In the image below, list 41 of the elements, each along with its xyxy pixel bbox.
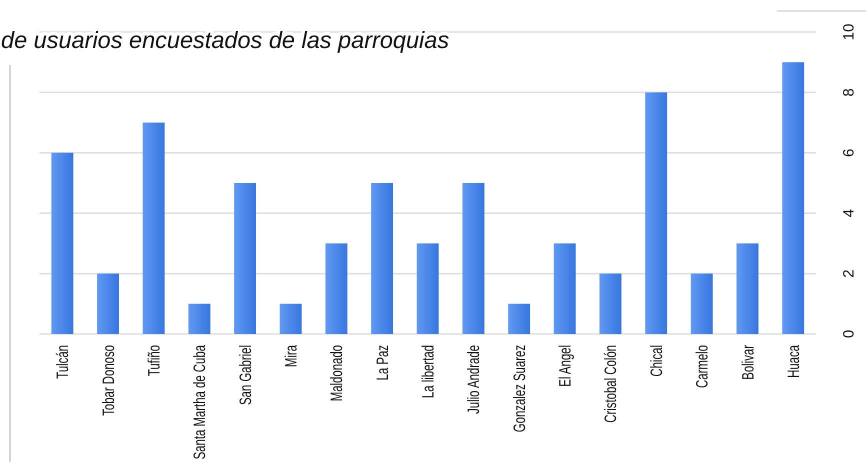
y-tick-label: 4: [840, 209, 858, 218]
bar: [782, 62, 804, 334]
y-tick-label: 8: [840, 88, 858, 97]
x-tick-label: Tulcán: [54, 345, 73, 379]
bar: [736, 243, 758, 334]
bar: [690, 274, 713, 334]
y-tick-label: 6: [840, 148, 858, 157]
bar: [142, 122, 165, 334]
bar: [462, 183, 484, 334]
x-tick-label: Mira: [282, 344, 302, 368]
y-tick-label: 2: [840, 269, 858, 278]
x-tick-label: Maldonado: [328, 344, 347, 402]
x-tick-label: Bolivar: [739, 344, 758, 380]
x-tick-label: San Gabriel: [236, 345, 256, 406]
chart-title: de usuarios encuestados de las parroquias: [1, 27, 450, 53]
bar: [554, 243, 576, 334]
x-tick-label: La libertad: [420, 345, 438, 398]
x-tick-label: Carmelo: [694, 344, 712, 388]
x-tick-label: El Angel: [556, 345, 576, 387]
bar: [508, 304, 530, 334]
x-tick-label: Julio Andrade: [465, 344, 484, 414]
x-tick-label: Huaca: [784, 344, 804, 378]
x-tick-label: Cristobal Colón: [602, 345, 621, 423]
x-tick-label: La Paz: [374, 345, 393, 380]
bar: [51, 152, 74, 334]
x-tick-label: Gonzalez Suarez: [510, 345, 530, 432]
bar: [280, 304, 302, 334]
y-tick-label: 0: [840, 330, 858, 338]
bar: [188, 304, 210, 334]
bar: [371, 183, 394, 334]
bar: [234, 183, 256, 334]
y-tick-label: 10: [840, 24, 858, 40]
x-tick-label: Tobar Donoso: [100, 344, 118, 416]
bar: [97, 274, 119, 334]
x-tick-label: Santa Martha de Cuba: [191, 344, 210, 460]
x-tick-label: Tufiño: [146, 344, 164, 376]
bar: [416, 243, 439, 334]
bar: [599, 274, 622, 334]
bar: [645, 92, 668, 334]
bar: [325, 243, 348, 334]
x-tick-label: Chical: [648, 345, 667, 377]
